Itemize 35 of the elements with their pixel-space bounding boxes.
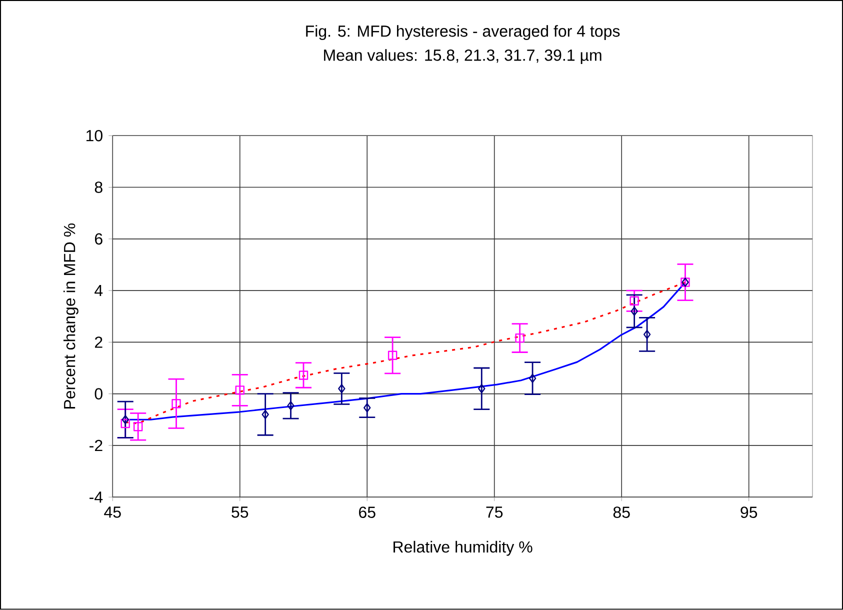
y-tick-label: -4 [90,492,103,503]
point [630,306,638,316]
y-tick-label: 8 [94,182,102,194]
x-tick-label: 75 [486,506,503,518]
chart-subtitle: Mean values: 15.8, 21.3, 31.7, 39.1 µm [324,49,602,64]
point [120,419,130,428]
point [122,415,129,424]
point [287,401,294,410]
point [478,384,486,394]
x-tick-label: 85 [613,506,630,518]
y-tick-label: 0 [94,388,102,400]
y-tick-label: -2 [90,440,102,452]
point [528,374,536,384]
y-axis-title: Percent change in MFD % [63,224,78,409]
point [364,403,371,413]
point [172,399,181,408]
point [298,370,308,380]
y-tick-label: 2 [94,336,102,348]
x-tick-label: 95 [740,506,758,518]
point [262,410,269,420]
point [235,386,244,395]
x-axis-title: Relative humidity % [394,541,532,556]
y-tick-label: 6 [95,233,102,245]
y-tick-label: 4 [94,285,103,296]
point [515,334,524,343]
x-tick-label: 45 [104,506,121,518]
y-tick-label: 10 [86,130,102,142]
point [133,422,143,432]
chart-title: Fig. 5: MFD hysteresis - averaged for 4 tops [306,25,620,40]
x-tick-label: 65 [359,506,376,518]
point [643,330,651,340]
x-tick-label: 55 [232,506,248,518]
point [338,384,346,394]
point [630,296,639,306]
point [388,350,398,360]
